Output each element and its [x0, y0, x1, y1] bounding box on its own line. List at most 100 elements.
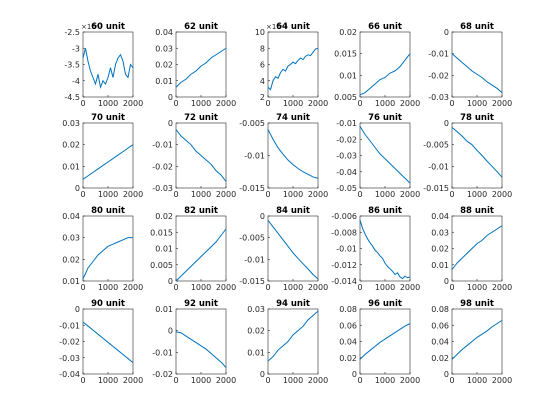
y-tick-label: -0.01 [428, 50, 449, 59]
data-line [359, 125, 411, 184]
subplot-title: 66 unit [368, 22, 402, 32]
y-tick-label: -3.5 [64, 61, 80, 70]
x-tick-label: 2000 [216, 376, 236, 385]
data-line [82, 144, 134, 180]
y-tick-label: -0.03 [428, 93, 449, 102]
x-tick-label: 2000 [308, 376, 328, 385]
axes-box [82, 215, 134, 282]
y-tick-label: 0.02 [339, 354, 357, 363]
axes-box [359, 308, 411, 375]
subplot: 0 1000 2000 2 4 6 8 10×10⁻³64 unit [255, 22, 328, 108]
x-tick-label: 1000 [467, 283, 487, 292]
subplot: 0 1000 2000 -0.04 -0.03 -0.02 -0.01 0 90 unit [59, 299, 143, 385]
data-line [175, 331, 227, 368]
y-tick-label: 0.02 [155, 61, 173, 70]
x-tick-label: 0 [173, 283, 178, 292]
y-tick-label: -0.01 [336, 245, 357, 254]
x-tick-label: 2000 [492, 190, 512, 199]
x-tick-label: 2000 [216, 190, 236, 199]
x-tick-label: 0 [80, 99, 85, 108]
y-tick-label: 0.03 [247, 305, 265, 314]
y-tick-label: -0.005 [239, 234, 265, 243]
y-tick-label: -0.012 [331, 261, 357, 270]
axes-box [82, 31, 134, 98]
x-tick-label: 1000 [191, 376, 211, 385]
y-tick-label: 0.01 [62, 277, 80, 286]
y-tick-label: 0.02 [62, 255, 80, 264]
data-line [451, 126, 503, 178]
x-tick-label: 1000 [283, 376, 303, 385]
subplot: 0 1000 2000 -0.015 -0.01 -0.005 0 78 unit [423, 113, 512, 199]
subplot: 0 1000 2000 0 0.005 0.01 0.015 0.02 82 unit [150, 206, 236, 292]
x-tick-label: 1000 [375, 190, 395, 199]
x-tick-label: 2000 [123, 376, 143, 385]
subplot: 0 1000 2000 0.01 0.02 0.03 0.04 80 unit [62, 206, 143, 292]
y-tick-label: 0 [444, 119, 449, 128]
subplot: 0 1000 2000 -0.015 -0.01 -0.005 74 unit [239, 113, 328, 199]
subplot-title: 86 unit [368, 206, 402, 216]
axes-box [175, 308, 227, 375]
x-tick-label: 1000 [98, 376, 118, 385]
x-tick-label: 0 [80, 190, 85, 199]
subplot: 0 1000 2000 0 0.01 0.02 0.03 94 unit [247, 299, 328, 385]
x-tick-label: 0 [449, 376, 454, 385]
y-tick-label: 0.06 [431, 321, 449, 330]
subplot: 0 1000 2000 0 0.01 0.02 0.03 0.04 62 unit [155, 22, 236, 108]
y-tick-label: 0.08 [339, 305, 357, 314]
data-line [451, 225, 503, 270]
data-line [82, 321, 134, 364]
x-tick-label: 0 [357, 376, 362, 385]
x-tick-label: 1000 [283, 283, 303, 292]
y-tick-label: 0.04 [431, 212, 449, 221]
x-tick-label: 2000 [216, 283, 236, 292]
y-tick-label: 0 [352, 370, 357, 379]
data-line [451, 53, 503, 94]
axes-box [175, 215, 227, 282]
data-line [267, 47, 319, 91]
y-tick-label: 10 [255, 28, 265, 37]
x-tick-label: 2000 [123, 283, 143, 292]
y-tick-label: -0.03 [152, 184, 173, 193]
data-line [175, 47, 227, 88]
y-tick-label: -0.015 [239, 277, 265, 286]
y-tick-label: 0.03 [62, 119, 80, 128]
x-tick-label: 2000 [400, 376, 420, 385]
y-tick-label: -4 [72, 77, 80, 86]
y-tick-label: -0.014 [331, 277, 357, 286]
x-tick-label: 0 [449, 283, 454, 292]
y-tick-label: -0.006 [331, 212, 357, 221]
y-tick-label: 6 [260, 61, 265, 70]
x-tick-label: 1000 [98, 190, 118, 199]
y-tick-label: -0.04 [336, 168, 357, 177]
x-tick-label: 0 [357, 190, 362, 199]
x-tick-label: 2000 [492, 99, 512, 108]
x-tick-label: 2000 [492, 376, 512, 385]
y-tick-label: 0.04 [431, 338, 449, 347]
y-tick-label: 0.02 [62, 141, 80, 150]
axes-box [359, 31, 411, 98]
y-tick-label: 0.01 [431, 261, 449, 270]
x-tick-label: 1000 [283, 99, 303, 108]
data-line [359, 323, 411, 360]
x-tick-label: 0 [80, 376, 85, 385]
x-tick-label: 0 [173, 190, 178, 199]
y-tick-label: -0.01 [244, 152, 265, 161]
y-tick-label: 0.08 [431, 305, 449, 314]
y-tick-label: -0.01 [152, 141, 173, 150]
y-tick-label: -0.01 [152, 348, 173, 357]
x-tick-label: 0 [173, 376, 178, 385]
axes-box [359, 215, 411, 282]
data-line [267, 220, 319, 280]
y-tick-label: -0.01 [428, 162, 449, 171]
x-tick-label: 0 [449, 190, 454, 199]
y-tick-label: -0.015 [239, 184, 265, 193]
y-tick-label: -0.008 [331, 228, 357, 237]
data-line [175, 228, 227, 282]
y-tick-label: -3 [72, 44, 80, 53]
y-tick-label: 0.06 [339, 321, 357, 330]
x-tick-label: 1000 [98, 283, 118, 292]
y-tick-label: -0.005 [239, 119, 265, 128]
subplot: 0 1000 2000 0 0.02 0.04 0.06 0.08 98 unit [431, 299, 512, 385]
y-tick-label: 0.02 [339, 28, 357, 37]
x-tick-label: 1000 [375, 376, 395, 385]
